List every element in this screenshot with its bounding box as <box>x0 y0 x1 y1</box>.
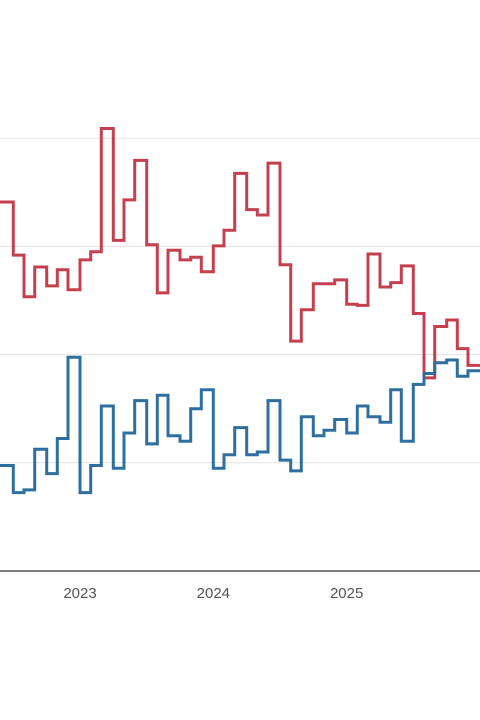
x-tick-label: 2024 <box>197 585 230 602</box>
x-tick-label: 2023 <box>63 585 96 602</box>
gridlines <box>0 137 480 464</box>
series-line-1 <box>0 127 480 380</box>
series-layer <box>0 127 480 495</box>
x-tick-labels: 2023 2024 2025 <box>63 585 363 602</box>
x-tick-label: 2025 <box>330 585 363 602</box>
series-line-2 <box>0 355 480 495</box>
